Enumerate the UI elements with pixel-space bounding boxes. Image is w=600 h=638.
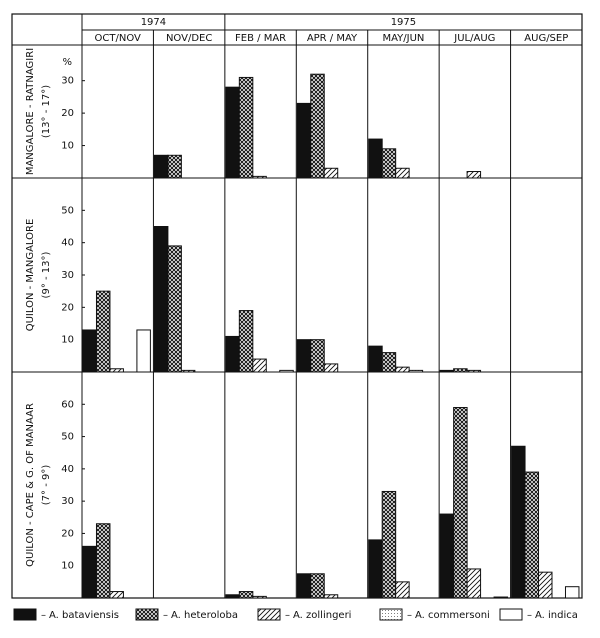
y-tick-label: 40 xyxy=(61,464,74,475)
row-title: QUILON - CAPE & G. OF MANAAR xyxy=(25,403,36,567)
bar xyxy=(395,167,410,179)
bar xyxy=(153,226,169,373)
y-tick-label: 50 xyxy=(61,432,74,443)
bar xyxy=(109,591,124,599)
bar xyxy=(296,102,312,179)
legend-dash: – xyxy=(163,610,168,621)
bar xyxy=(252,595,267,599)
bar xyxy=(167,245,182,373)
row-subtitle: (13° - 17°) xyxy=(41,85,52,138)
legend-swatch xyxy=(257,608,281,621)
bar xyxy=(381,352,397,373)
y-tick-label: 10 xyxy=(61,335,74,346)
legend-label: A. heteroloba xyxy=(171,610,238,621)
bar xyxy=(381,490,397,599)
legend-swatch xyxy=(135,608,159,621)
bar xyxy=(310,73,325,179)
bar xyxy=(368,138,383,179)
bar xyxy=(538,571,553,599)
bar xyxy=(310,339,325,373)
y-tick-label: 60 xyxy=(61,399,74,410)
column-label: JUL/AUG xyxy=(453,33,495,44)
bar xyxy=(453,407,468,599)
bar xyxy=(466,171,482,179)
row-title: QUILON - MANGALORE xyxy=(25,219,36,332)
bar xyxy=(136,329,151,373)
bar xyxy=(225,594,240,599)
bar xyxy=(225,335,240,373)
bar xyxy=(368,345,383,373)
bar xyxy=(252,358,267,373)
column-label: APR / MAY xyxy=(307,33,358,44)
bar xyxy=(296,573,312,599)
bar xyxy=(323,363,339,373)
legend-swatch xyxy=(499,608,523,621)
legend-label: A. bataviensis xyxy=(49,610,119,621)
bar xyxy=(167,154,182,179)
bar xyxy=(153,154,169,179)
bar xyxy=(296,339,312,373)
bar xyxy=(82,545,97,599)
y-tick-label: 50 xyxy=(61,205,74,216)
bar xyxy=(381,148,397,179)
column-label: FEB / MAR xyxy=(235,33,286,44)
y-tick-label: 20 xyxy=(61,302,74,313)
y-tick-label: 20 xyxy=(61,108,74,119)
legend-dash: – xyxy=(41,610,46,621)
row-subtitle: (7° - 9°) xyxy=(41,465,52,506)
bar xyxy=(466,568,482,599)
bar xyxy=(310,573,325,599)
bar xyxy=(395,366,410,373)
bar xyxy=(323,594,339,599)
bar xyxy=(564,586,580,599)
bar xyxy=(95,290,111,373)
legend-swatch xyxy=(13,608,37,621)
bar xyxy=(368,539,383,599)
y-tick-label: 40 xyxy=(61,238,74,249)
row-title: MANGALORE - RATNAGIRI xyxy=(25,48,36,175)
column-label: AUG/SEP xyxy=(524,33,568,44)
year-label: 1974 xyxy=(141,17,166,28)
row-subtitle: (9° - 13°) xyxy=(41,251,52,298)
legend-label: A. zollingeri xyxy=(293,610,351,621)
legend-dash: – xyxy=(407,610,412,621)
y-tick-label: 30 xyxy=(61,270,74,281)
y-tick-label: 30 xyxy=(61,496,74,507)
bar xyxy=(493,596,509,599)
column-label: OCT/NOV xyxy=(95,33,142,44)
bar xyxy=(323,167,339,179)
bar xyxy=(238,76,254,179)
legend-label: A. indica xyxy=(535,610,578,621)
y-tick-label: 30 xyxy=(61,76,74,87)
y-tick-label: 10 xyxy=(61,561,74,572)
bar xyxy=(395,581,410,599)
bar xyxy=(82,329,97,373)
column-label: MAY/JUN xyxy=(382,33,424,44)
bar xyxy=(238,310,254,373)
column-label: NOV/DEC xyxy=(166,33,212,44)
y-tick-label: 20 xyxy=(61,528,74,539)
bar xyxy=(524,471,540,599)
bar xyxy=(439,513,455,599)
legend-label: A. commersoni xyxy=(415,610,490,621)
legend-swatch xyxy=(379,608,403,621)
legend-dash: – xyxy=(527,610,532,621)
legend-dash: – xyxy=(285,610,290,621)
bar xyxy=(511,445,526,599)
bar xyxy=(225,86,240,179)
unit-label: % xyxy=(62,57,72,68)
year-label: 1975 xyxy=(391,17,416,28)
bar xyxy=(238,591,254,599)
bar xyxy=(95,523,111,599)
y-tick-label: 10 xyxy=(61,141,74,152)
